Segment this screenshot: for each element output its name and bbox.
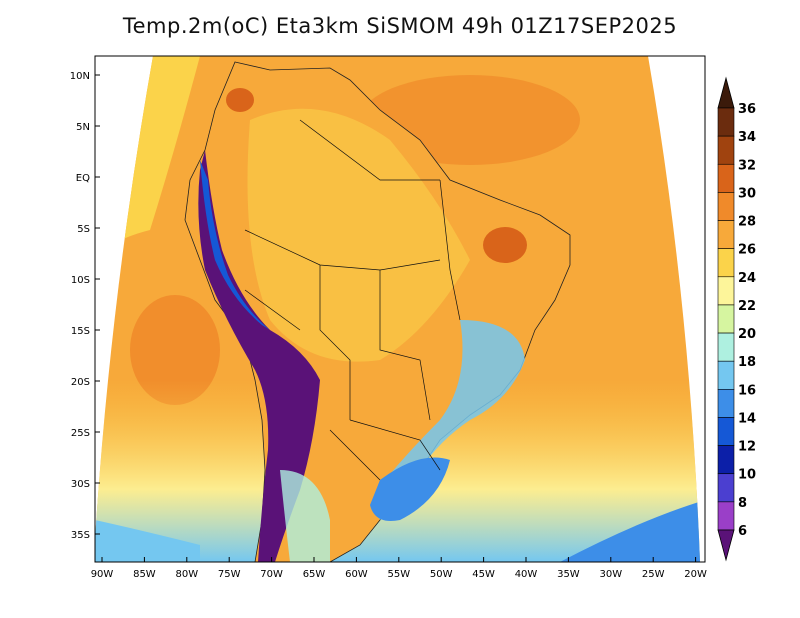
colorbar-label: 14 [738,411,756,426]
colorbar-segment [717,276,735,306]
lon-label: 50W [430,569,453,580]
colorbar-segment [717,332,735,362]
lon-label: 65W [303,569,326,580]
lon-label: 30W [599,569,622,580]
colorbar-segment [717,248,735,278]
south-brazil-cool [370,457,450,521]
lat-label: 10S [71,275,90,286]
interior-warm-region [247,108,470,362]
colorbar-label: 20 [738,327,756,342]
colorbar-bottom-arrow [717,529,735,562]
colorbar-segment [717,135,735,165]
lat-label: 5N [76,122,90,133]
colorbar-segment [717,445,735,475]
andes-cold-strip [198,150,320,562]
colorbar-segment [717,501,735,531]
lon-label: 60W [345,569,368,580]
northern-hot-spot [226,88,254,112]
colorbar-label: 34 [738,130,756,145]
colorbar-segment [717,107,735,137]
colorbar-label: 24 [738,271,756,286]
colorbar-label: 32 [738,158,756,173]
colorbar-label: 28 [738,215,756,230]
lon-label: 25W [642,569,665,580]
colorbar-label: 8 [738,496,747,511]
colorbar-segment [717,192,735,221]
map-frame-border [94,55,706,563]
longitude-axis: 90W 85W 80W 75W 70W 65W 60W 55W 50W 45W 40W 35W 30W 2… [91,557,707,580]
lon-label: 75W [218,569,241,580]
lon-label: 85W [133,569,156,580]
lat-label: 5S [77,224,90,235]
colorbar-label: 18 [738,355,756,370]
colorbar-label: 16 [738,383,756,398]
lon-label: 20W [684,569,707,580]
lat-label: 25S [71,428,90,439]
pacific-warm-patch [130,295,220,405]
lon-label: 80W [175,569,198,580]
lat-label: 20S [71,377,90,388]
colorbar-segment [717,220,735,249]
colorbar-label: 26 [738,243,756,258]
lon-label: 45W [472,569,495,580]
patagonia-cool [280,470,330,562]
northeast-hot-spot [483,227,527,263]
colorbar-segment [717,417,735,446]
south-atlantic-cold [560,500,700,562]
colorbar-label: 12 [738,440,756,455]
lat-label: EQ [76,173,90,184]
colorbar-label: 6 [738,524,747,539]
lat-label: 10N [70,71,90,82]
country-borders [244,119,461,481]
colorbar-label: 36 [738,102,756,117]
lat-label: 30S [71,479,90,490]
temperature-colorbar: 36 34 32 30 28 26 24 22 20 18 16 14 12 10 8 6 [717,76,756,562]
lat-label: 15S [71,326,90,337]
colorbar-segment [717,389,735,418]
colorbar-top-arrow [717,76,735,109]
colorbar-segment [717,473,735,503]
lat-label: 35S [71,530,90,541]
colorbar-segment [717,304,735,334]
lon-label: 70W [260,569,283,580]
colorbar-label: 10 [738,468,756,483]
colorbar-segment [717,163,735,193]
lon-label: 35W [557,569,580,580]
colorbar-label: 22 [738,299,756,314]
lon-label: 55W [387,569,410,580]
colorbar-label: 30 [738,186,756,201]
map-title: Temp.2m(oC) Eta3km SiSMOM 49h 01Z17SEP20… [122,14,678,38]
colorbar-segment [717,360,735,390]
latitude-axis: 10N 5N EQ 5S 10S 15S 20S 25S 30S 35S [70,71,100,541]
south-pacific-cold [95,520,200,562]
lon-label: 90W [91,569,114,580]
lon-label: 40W [515,569,538,580]
andes-mid-strip [200,160,270,330]
